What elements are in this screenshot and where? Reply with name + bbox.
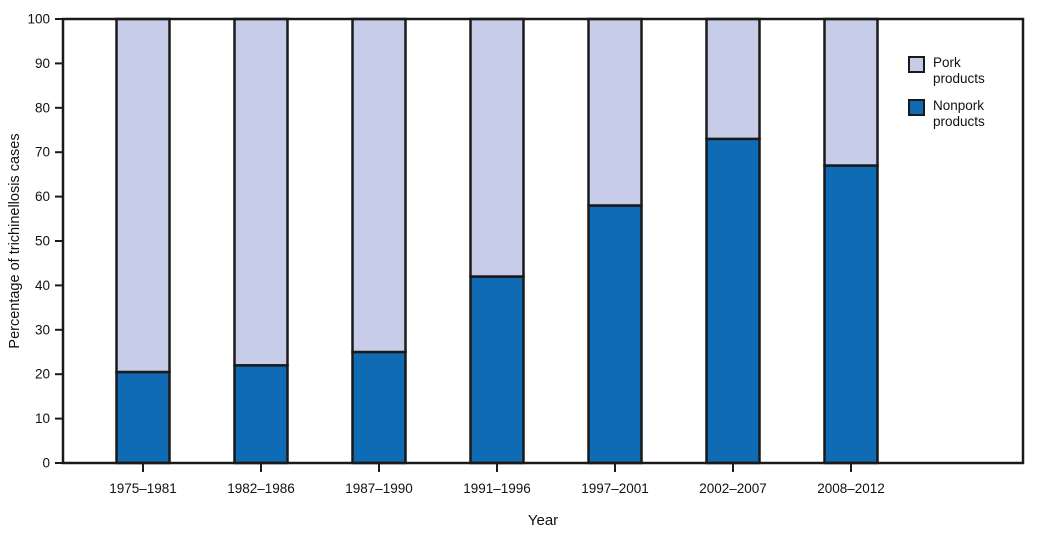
- nonpork-swatch-icon: [908, 99, 925, 116]
- x-tick-label: 1982–1986: [227, 481, 295, 496]
- bar-segment: [705, 137, 761, 465]
- bar-segment: [823, 17, 879, 167]
- legend-label-pork: Pork products: [933, 55, 985, 86]
- bar-segment: [233, 364, 289, 465]
- bar-segment: [823, 164, 879, 465]
- y-tick-label: 50: [35, 234, 50, 249]
- x-tick-label: 2002–2007: [699, 481, 767, 496]
- bar-segment: [351, 350, 407, 465]
- y-tick-label: 100: [27, 12, 50, 27]
- y-tick-label: 20: [35, 367, 50, 382]
- pork-swatch-icon: [908, 56, 925, 73]
- legend-item-pork: Pork products: [908, 55, 1001, 87]
- x-tick-label: 2008–2012: [817, 481, 885, 496]
- bar-segment: [351, 17, 407, 354]
- bar-segment: [469, 275, 525, 465]
- x-tick-label: 1991–1996: [463, 481, 531, 496]
- bar-segment: [705, 17, 761, 141]
- bar-segment: [115, 370, 171, 465]
- y-tick-label: 90: [35, 56, 50, 71]
- y-axis-title-text: Percentage of trichinellosis cases: [7, 133, 23, 349]
- legend-item-nonpork: Nonpork products: [908, 98, 1001, 130]
- y-tick-label: 70: [35, 145, 50, 160]
- x-axis-title: Year: [527, 512, 559, 529]
- plot-frame: [61, 17, 1025, 465]
- y-tick-label: 10: [35, 411, 50, 426]
- y-tick-label: 40: [35, 278, 50, 293]
- bar-segment: [587, 17, 643, 207]
- bar-segment: [469, 17, 525, 278]
- y-tick-label: 80: [35, 100, 50, 115]
- y-tick-label: 60: [35, 189, 50, 204]
- y-tick-label: 30: [35, 322, 50, 337]
- x-tick-label: 1997–2001: [581, 481, 649, 496]
- x-tick-label: 1987–1990: [345, 481, 413, 496]
- bar-segment: [233, 17, 289, 367]
- legend: Pork products Nonpork products: [908, 55, 1001, 130]
- bar-segment: [115, 17, 171, 374]
- bar-segment: [587, 204, 643, 465]
- legend-label-nonpork: Nonpork products: [933, 98, 985, 129]
- y-tick-label: 0: [42, 456, 50, 471]
- x-tick-label: 1975–1981: [109, 481, 177, 496]
